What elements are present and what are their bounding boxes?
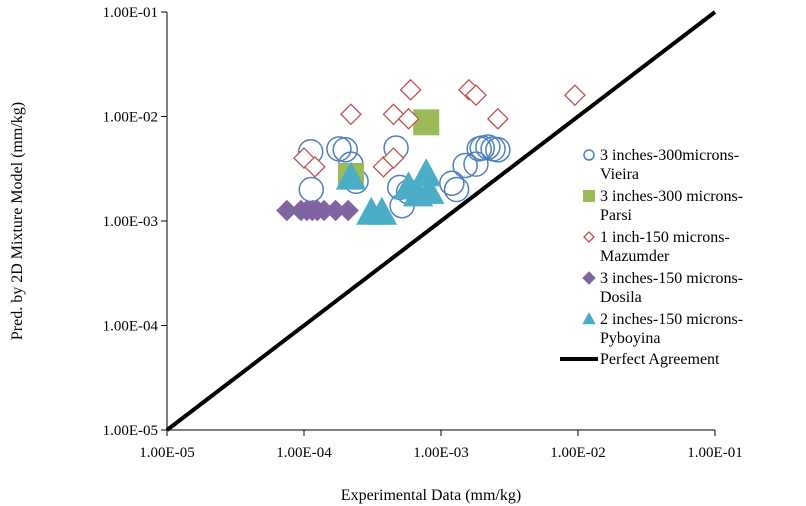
series-group <box>335 158 445 225</box>
data-point <box>298 176 325 203</box>
y-tick-label: 1.00E-05 <box>103 423 158 439</box>
legend: 3 inches-300microns-Vieira 3 inches-300 m… <box>560 147 743 368</box>
data-point <box>583 149 595 161</box>
x-tick-label: 1.00E-02 <box>550 445 605 461</box>
data-point <box>443 176 470 203</box>
y-tick-label: 1.00E-03 <box>103 214 158 230</box>
data-point <box>332 137 358 163</box>
legend-label: 3 inches-300 microns-Parsi <box>600 188 743 224</box>
data-point <box>564 84 586 107</box>
series-group <box>293 78 586 178</box>
data-point <box>382 147 405 170</box>
data-point <box>452 152 478 179</box>
data-point <box>485 137 511 163</box>
perfect-agreement-line <box>165 10 717 432</box>
data-point <box>276 199 298 222</box>
data-point <box>326 136 352 162</box>
x-tick-label: 1.00E-05 <box>139 445 194 461</box>
series-group <box>276 199 359 222</box>
legend-label: Perfect Agreement <box>600 351 720 368</box>
y-tick-label: 1.00E-02 <box>103 110 158 126</box>
legend-label: 3 inches-300microns-Vieira <box>600 147 739 183</box>
data-point <box>413 175 445 204</box>
data-point <box>397 107 420 130</box>
y-axis-title: Pred. by 2D Mixture Model (mm/kg) <box>9 102 26 340</box>
data-point <box>366 196 398 225</box>
data-point <box>303 155 326 178</box>
data-point <box>583 190 595 202</box>
x-tick-label: 1.00E-04 <box>276 445 332 461</box>
data-point <box>337 199 359 222</box>
data-point <box>463 151 489 177</box>
legend-label: 3 inches-150 microns-Dosila <box>600 270 743 306</box>
legend-label: 2 inches-150 microns-Pyboyina <box>600 311 743 347</box>
data-point <box>465 84 487 107</box>
x-tick-label: 1.00E-01 <box>687 445 742 461</box>
data-point <box>439 170 465 196</box>
data-point <box>411 158 442 187</box>
x-axis-title: Experimental Data (mm/kg) <box>341 487 521 504</box>
legend-label: 1 inch-150 microns-Mazumder <box>600 229 730 265</box>
data-point <box>582 271 596 285</box>
y-tick-label: 1.00E-01 <box>103 5 158 21</box>
y-tick-label: 1.00E-04 <box>103 319 159 335</box>
data-point <box>583 231 595 243</box>
data-point <box>486 107 509 130</box>
data-point <box>399 78 422 101</box>
data-point <box>335 161 367 190</box>
data-point <box>582 312 596 325</box>
data-point <box>413 109 440 136</box>
data-point <box>339 103 362 126</box>
x-tick-label: 1.00E-03 <box>413 445 468 461</box>
